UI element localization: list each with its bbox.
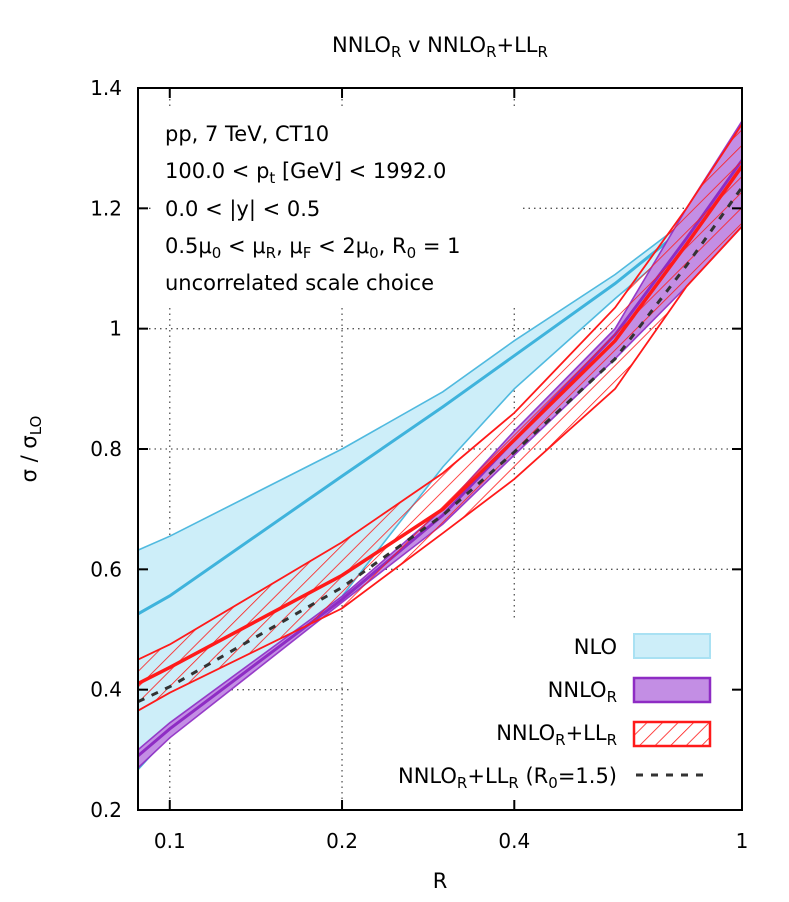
y-tick-label-5: 1.2 <box>90 196 122 220</box>
chart-title: NNLOR v NNLOR+LLR <box>332 33 548 61</box>
y-tick-label-3: 0.8 <box>90 437 122 461</box>
central-line-nnlo-r-ll-r <box>138 165 742 686</box>
legend-label-nnlo-r-ll-r-r0: NNLOR+LLR (R0=1.5) <box>398 764 617 792</box>
x-tick-label-3: 1 <box>736 829 749 853</box>
x-tick-label-1: 0.2 <box>326 829 358 853</box>
y-tick-label-6: 1.4 <box>90 76 122 100</box>
legend-swatch-nnlo-r-ll-r <box>632 720 712 748</box>
series-layer <box>138 120 742 771</box>
dashed-line-nnlo-r-ll-r-r-0-1-5 <box>138 186 742 704</box>
legend: NLO NNLOR NNLOR+LLR NNLOR+LLR (R0=1.5) <box>352 620 730 800</box>
annotation-line-1: pp, 7 TeV, CT10 <box>165 122 329 146</box>
x-tick-label-0: 0.1 <box>154 829 186 853</box>
annotation-line-2: 100.0 < pt [GeV] < 1992.0 <box>165 159 446 187</box>
annotation-line-5: uncorrelated scale choice <box>165 271 434 295</box>
y-tick-label-1: 0.4 <box>90 678 122 702</box>
legend-label-nnlo-r-ll-r: NNLOR+LLR <box>496 721 617 749</box>
annotation-line-4: 0.5μ0 < μR, μF < 2μ0, R0 = 1 <box>165 234 460 262</box>
band-nnlo-r <box>138 121 742 768</box>
annotation-background <box>152 110 522 306</box>
y-tick-label-2: 0.6 <box>90 557 122 581</box>
y-tick-label-0: 0.2 <box>90 798 122 822</box>
legend-swatch-nlo <box>633 633 711 659</box>
legend-swatch-nnlo-r <box>632 676 712 704</box>
lower-edge-nnlo-r-ll-r <box>138 225 742 712</box>
legend-label-nnlo-r: NNLOR <box>548 678 617 706</box>
y-axis-label: σ / σLO <box>17 416 45 483</box>
x-tick-label-2: 0.4 <box>498 829 530 853</box>
x-axis-label: R <box>433 869 448 893</box>
y-tick-label-4: 1 <box>109 317 122 341</box>
legend-label-nlo: NLO <box>574 635 617 659</box>
annotation-line-3: 0.0 < |y| < 0.5 <box>165 197 320 222</box>
tick-marks: 0.1 0.2 0.4 1 0.2 0.4 0.6 0.8 1 1.2 1.4 <box>90 76 748 853</box>
upper-edge-nnlo-r-ll-r <box>138 123 742 661</box>
annotation-block: pp, 7 TeV, CT10 100.0 < pt [GeV] < 1992.… <box>165 122 460 295</box>
